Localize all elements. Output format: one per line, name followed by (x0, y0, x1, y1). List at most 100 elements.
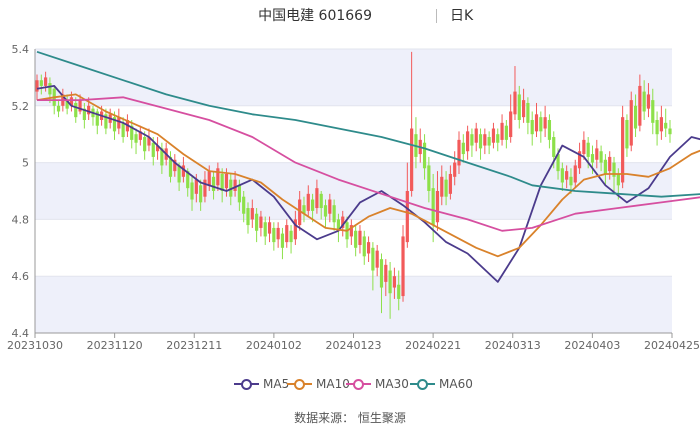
ma-line-ma5 (36, 85, 700, 283)
candle-down (246, 208, 250, 226)
legend-circle-ma60 (417, 379, 428, 390)
candle-down (302, 205, 306, 214)
candle-up (500, 122, 504, 140)
candle-down (388, 270, 392, 294)
candle-down (560, 168, 564, 183)
legend-label-ma10: MA10 (316, 377, 350, 391)
chart-title-row: 中国电建 601669 日K (0, 5, 700, 27)
legend-swatch-ma10 (287, 377, 312, 391)
legend-swatch-ma30 (346, 377, 371, 391)
legend-item-ma60[interactable]: MA60 (410, 376, 473, 392)
candle-down (48, 83, 52, 95)
candle-down (211, 176, 216, 191)
legend-item-ma5[interactable]: MA5 (234, 376, 289, 392)
candlestick-chart: 4.4 4.6 4.8 5 5.2 5.4 20231030 20231120 2023121… (7, 43, 700, 352)
candle-up (608, 156, 612, 172)
candle-down (220, 173, 224, 191)
legend-item-ma10[interactable]: MA10 (287, 376, 350, 392)
candle-up (358, 230, 362, 245)
candle-up (181, 165, 186, 177)
data-source-note: 数据来源： 恒生聚源 (294, 411, 406, 425)
candle-up (147, 137, 151, 146)
candle-down (427, 165, 431, 191)
title-divider (436, 9, 437, 23)
candle-up (87, 105, 91, 115)
candle-down (74, 102, 78, 118)
legend-swatch-ma60 (410, 377, 435, 391)
candle-up (582, 139, 586, 155)
candle-down (526, 102, 530, 123)
candle-up (466, 131, 470, 152)
y-tick-labels: 4.4 4.6 4.8 5 5.2 5.4 (12, 43, 30, 340)
candle-down (151, 142, 155, 157)
candle-up (392, 276, 397, 288)
y-tick-label: 5.2 (12, 100, 30, 113)
candle-down (310, 199, 315, 211)
candle-up (629, 100, 633, 146)
candle-down (190, 182, 194, 200)
candle-down (668, 128, 672, 135)
candle-down (603, 159, 608, 174)
y-tick-label: 5.4 (12, 43, 30, 56)
candle-up (224, 173, 229, 189)
candle-down (517, 94, 521, 120)
candle-down (199, 185, 203, 203)
candle-down (612, 162, 616, 177)
y-tick-label: 4.8 (12, 213, 30, 226)
candle-up (216, 168, 220, 186)
candle-up (306, 193, 310, 211)
candle-down (599, 151, 603, 163)
ma-line-ma30 (37, 96, 700, 232)
candle-down (121, 122, 125, 138)
candle-up (194, 179, 198, 194)
candle-down (655, 120, 659, 135)
x-tick-label: 20240221 (405, 339, 461, 352)
candle-up (483, 134, 487, 146)
candle-up (410, 128, 414, 191)
candle-up (78, 100, 82, 112)
legend-circle-ma5 (241, 379, 252, 390)
candle-up (69, 97, 74, 106)
candle-up (35, 80, 39, 92)
candle-up (341, 216, 345, 228)
candle-down (530, 120, 534, 135)
candle-up (448, 173, 452, 194)
legend-item-ma30[interactable]: MA30 (346, 376, 409, 392)
candle-down (280, 233, 285, 248)
candle-down (569, 176, 573, 186)
candle-up (366, 242, 371, 254)
candle-down (160, 148, 164, 166)
ma-line-ma10 (36, 93, 700, 258)
candle-up (155, 145, 160, 152)
candle-up (138, 131, 142, 140)
candle-down (664, 122, 668, 129)
grid-band (35, 276, 672, 333)
candle-up (621, 117, 625, 183)
candle-down (336, 219, 341, 231)
candle-up (44, 77, 48, 86)
legend-label-ma30: MA30 (375, 377, 409, 391)
candle-down (539, 117, 543, 132)
candle-up (276, 227, 280, 240)
candle-up (435, 191, 440, 223)
candle-down (362, 236, 366, 257)
candle-down (237, 185, 241, 203)
candle-down (431, 188, 435, 226)
x-tick-label: 20240403 (564, 339, 620, 352)
x-tick-labels: 20231030 20231120 20231211 20240102 20240123… (7, 339, 700, 352)
y-tick-label: 4.4 (12, 327, 30, 340)
candle-down (65, 100, 69, 109)
candle-down (487, 137, 491, 146)
candle-down (272, 227, 276, 243)
candle-down (552, 137, 556, 157)
candle-down (354, 230, 358, 248)
candle-down (82, 108, 86, 120)
candle-down (255, 213, 259, 231)
candle-up (573, 165, 577, 183)
candle-down (332, 205, 336, 223)
legend-swatch-ma5 (234, 377, 259, 391)
candle-up (349, 225, 353, 237)
candle-up (646, 94, 651, 109)
candle-up (534, 114, 539, 132)
candle-up (207, 171, 211, 186)
